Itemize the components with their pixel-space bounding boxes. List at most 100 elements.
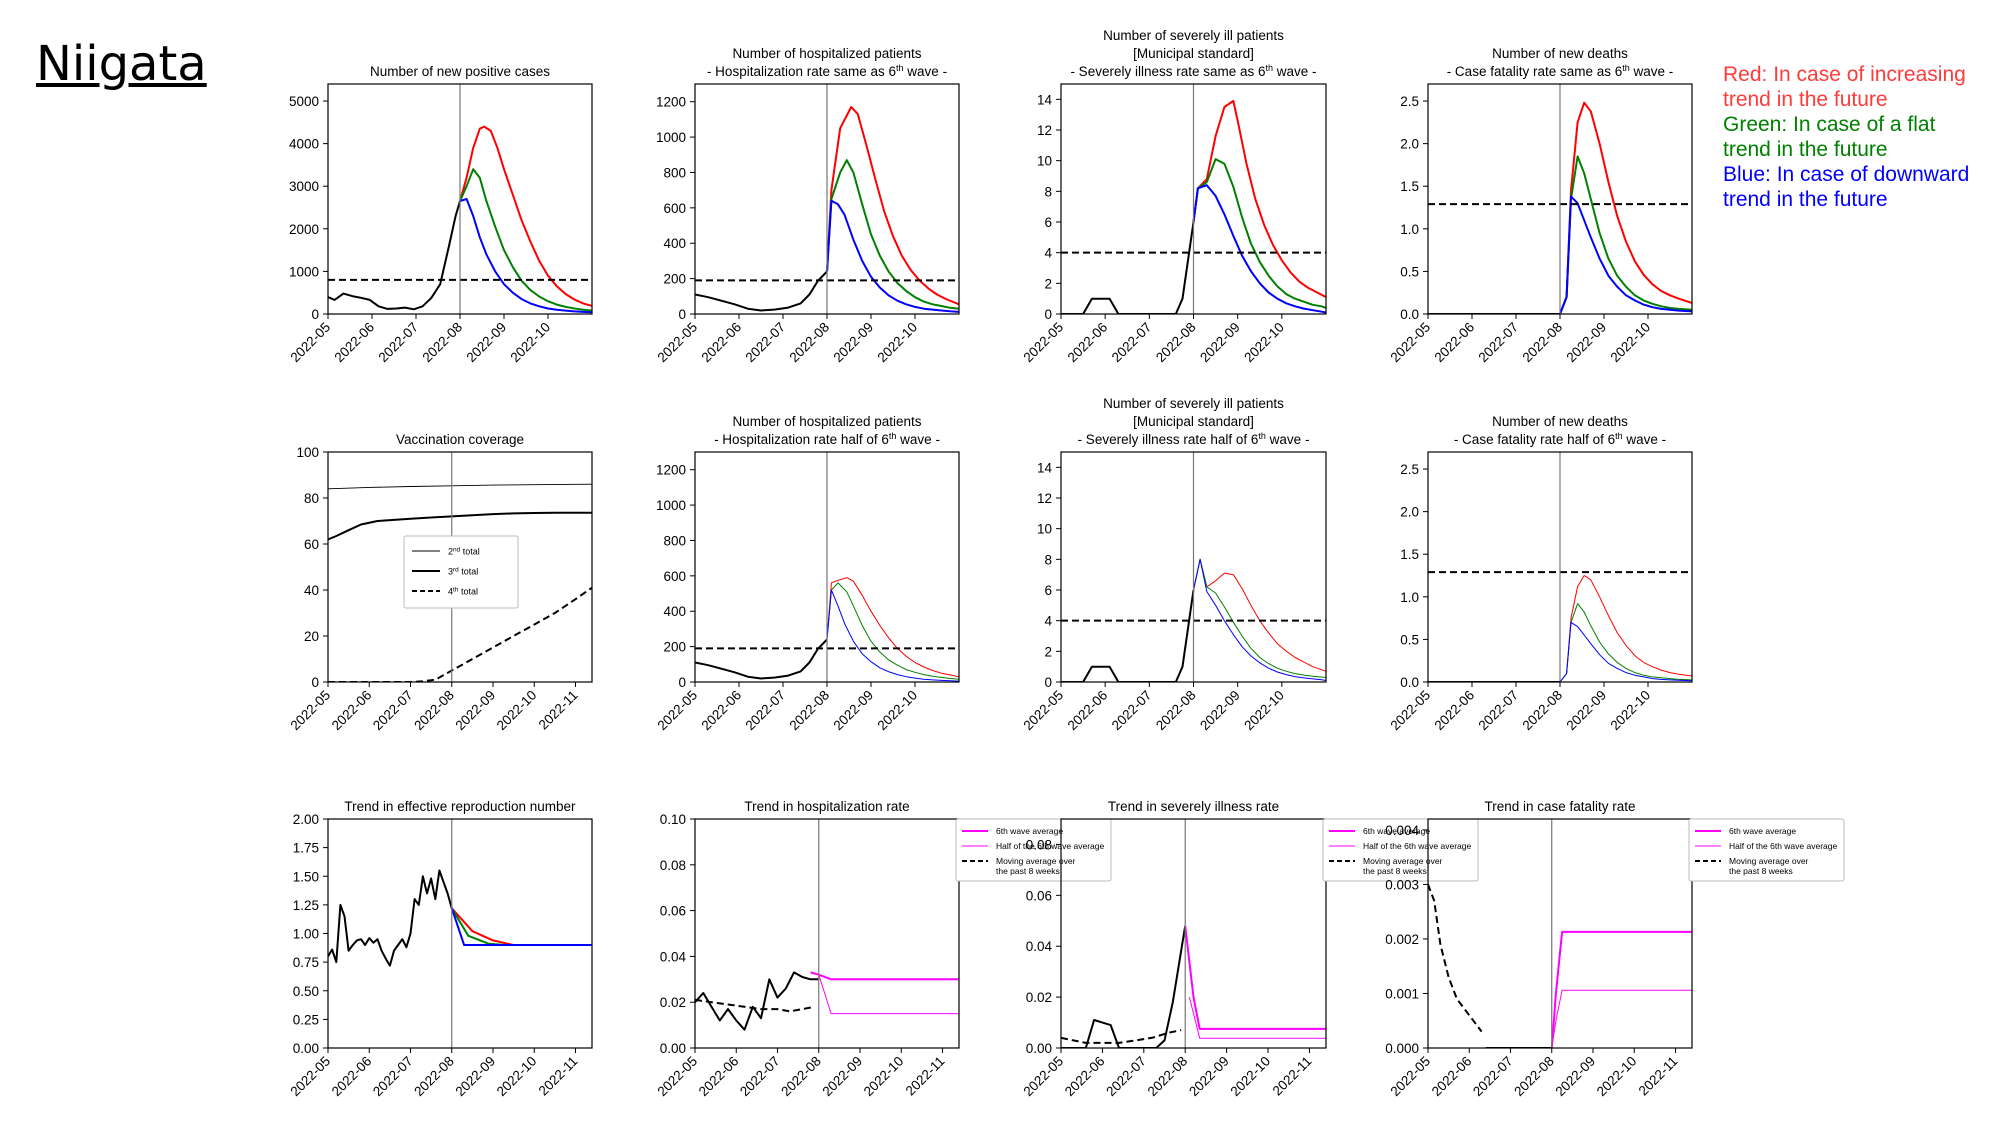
x-tick-label: 2022-05: [1387, 688, 1433, 734]
x-tick-label: 2022-07: [1475, 320, 1521, 366]
plot-frame: [327, 83, 593, 315]
series-line-green: [1559, 155, 1692, 314]
chart-legend: 6th wave average Half of the 6th wave ave…: [1688, 818, 1845, 882]
x-tick-label: 2022-06: [329, 688, 375, 734]
x-tick-label: 2022-09: [830, 688, 876, 734]
y-tick-label: 0.25: [293, 1012, 319, 1027]
x-tick-label: 2022-07: [375, 320, 421, 366]
x-tick-label: 2022-05: [1387, 320, 1433, 366]
y-tick-label: 2000: [289, 222, 319, 237]
series-line-red: [826, 577, 959, 678]
series-line-black: [1061, 925, 1187, 1048]
x-tick-label: 2022-07: [1109, 320, 1155, 366]
y-tick-label: 12: [1037, 491, 1052, 506]
y-tick-label: 0.06: [1026, 888, 1052, 903]
x-tick-label: 2022-11: [903, 1054, 948, 1099]
y-tick-label: 2.0: [1400, 505, 1419, 520]
legend-box: [955, 818, 1112, 882]
chart-title-line: - Case fatality rate half of 6th wave -: [1454, 431, 1666, 447]
x-tick-label: 2022-06: [1431, 320, 1477, 366]
y-tick-label: 0.06: [660, 904, 686, 919]
x-tick-label: 2022-07: [1470, 1054, 1516, 1100]
chart-legend: 6th wave average Half of the 6th wave ave…: [955, 818, 1112, 882]
chart-title-line: Trend in effective reproduction number: [344, 799, 576, 814]
plot-frame: [1060, 83, 1327, 315]
x-tick-label: 2022-10: [1241, 320, 1287, 366]
plot-area: [1428, 452, 1692, 682]
series-line-green: [1192, 158, 1326, 309]
y-tick-label: 0: [678, 307, 686, 322]
y-tick-label: 0.10: [660, 812, 686, 827]
x-tick-label: 2022-07: [742, 688, 788, 734]
x-tick-label: 2022-05: [654, 1054, 700, 1100]
x-tick-label: 2022-05: [654, 320, 700, 366]
y-tick-label: 2.00: [293, 812, 319, 827]
chart-title-line: Vaccination coverage: [396, 432, 524, 447]
y-tick-label: 0: [1044, 675, 1052, 690]
series-line-red: [459, 125, 592, 307]
plot-frame: [1427, 451, 1693, 683]
chart-title-line: - Severely illness rate same as 6th wave…: [1070, 63, 1316, 79]
x-tick-label: 2022-07: [737, 1054, 783, 1100]
y-tick-label: 1.5: [1400, 179, 1419, 194]
y-tick-label: 80: [304, 491, 319, 506]
chart-title-line: Number of new deaths: [1492, 414, 1628, 429]
legend-label: Half of the 6th wave average: [996, 841, 1104, 851]
legend-box: [1322, 818, 1479, 882]
y-tick-label: 400: [663, 604, 686, 619]
series-line-blue: [1559, 621, 1692, 682]
y-tick-label: 1000: [289, 264, 319, 279]
x-tick-label: 2022-09: [452, 688, 498, 734]
x-tick-label: 2022-06: [698, 320, 744, 366]
y-tick-label: 0: [1044, 307, 1052, 322]
chart-title-line: Number of new deaths: [1492, 46, 1628, 61]
plot-frame: [1060, 451, 1327, 683]
x-tick-label: 2022-08: [1153, 688, 1199, 734]
legend-label: Moving average over: [1729, 856, 1809, 866]
chart-title-line: Number of new positive cases: [370, 64, 550, 79]
y-tick-label: 0.001: [1385, 986, 1419, 1001]
chart-legend: 6th wave average Half of the 6th wave ave…: [1322, 818, 1479, 882]
legend-label: 6th wave average: [1363, 826, 1430, 836]
series-line-red: [451, 907, 592, 946]
series-line-magenta: [818, 974, 959, 1015]
y-tick-label: 5000: [289, 94, 319, 109]
x-tick-label: 2022-05: [1387, 1054, 1433, 1100]
y-tick-label: 1.25: [293, 898, 319, 913]
x-tick-label: 2022-10: [1594, 1054, 1640, 1100]
plot-frame: [1427, 83, 1693, 315]
y-tick-label: 800: [663, 165, 686, 180]
y-tick-label: 0.08: [660, 858, 686, 873]
legend-label: Moving average over: [996, 856, 1076, 866]
y-tick-label: 0: [311, 675, 319, 690]
y-tick-label: 1.5: [1400, 547, 1419, 562]
series-line-magenta: [1551, 989, 1692, 1048]
y-tick-label: 0.08: [1026, 837, 1052, 852]
series-line-black: [328, 483, 592, 490]
plot-frame: [694, 83, 960, 315]
note-line: Red: In case of increasing: [1723, 63, 1966, 86]
series-line-red: [1559, 575, 1692, 682]
y-tick-label: 400: [663, 236, 686, 251]
series-line-blue: [459, 198, 592, 314]
series-line-black: [1061, 221, 1195, 314]
series-line-black: [695, 971, 819, 1031]
chart-new-cases: Number of new positive cases 0 1000 2000 300…: [287, 64, 593, 366]
y-tick-label: 1.0: [1400, 590, 1419, 605]
x-tick-label: 2022-05: [287, 320, 333, 366]
y-tick-label: 2.5: [1400, 462, 1419, 477]
series-line-black: [695, 998, 815, 1013]
legend-label: Moving average over: [1363, 856, 1443, 866]
chart-title-line: Number of hospitalized patients: [732, 414, 921, 429]
x-tick-label: 2022-08: [1153, 320, 1199, 366]
x-tick-label: 2022-06: [1431, 688, 1477, 734]
legend-label: the past 8 weeks: [1729, 866, 1793, 876]
note-line: Green: In case of a flat: [1723, 113, 1936, 136]
y-tick-label: 0.00: [293, 1041, 319, 1056]
x-tick-label: 2022-07: [370, 1054, 416, 1100]
series-line-black: [328, 869, 453, 967]
y-tick-label: 0.04: [1026, 939, 1053, 954]
y-tick-label: 8: [1044, 184, 1052, 199]
chart-legend: 2nd total 3rd total 4th total: [403, 535, 519, 609]
y-tick-label: 0.5: [1400, 264, 1419, 279]
